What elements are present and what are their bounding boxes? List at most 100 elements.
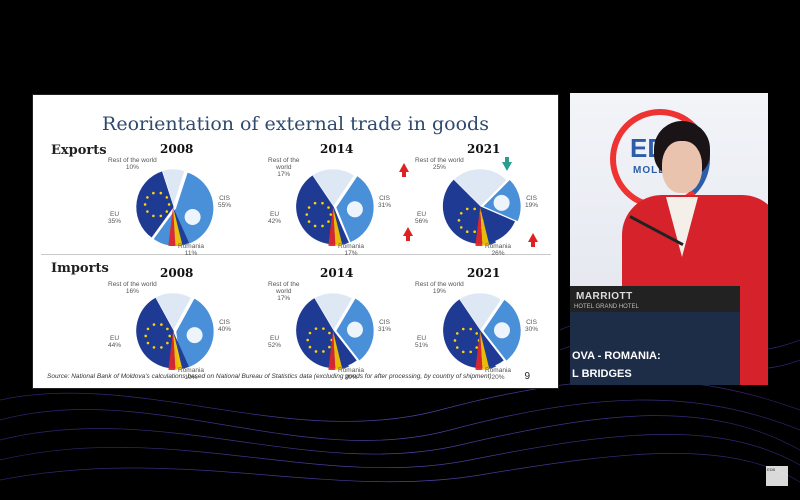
- eu-star-icon: [475, 346, 478, 349]
- pie-chart: [442, 168, 522, 246]
- romania-flag-segment: [173, 331, 189, 369]
- increase-arrow-icon: [399, 163, 409, 177]
- exports-row-label: Exports: [51, 143, 107, 158]
- pie-slice-eu: [135, 170, 175, 239]
- decrease-arrow-icon: [502, 157, 512, 171]
- imports-row-label: Imports: [51, 261, 109, 276]
- romania-flag-segment: [333, 207, 349, 245]
- eu-star-icon: [159, 191, 163, 195]
- romania-flag-segment: [328, 207, 336, 246]
- pie-label-eu: EU 56%: [415, 211, 429, 225]
- pie-label-romania: Romania 20%: [338, 367, 365, 381]
- event-banner-line2: L BRIDGES: [572, 368, 632, 380]
- eu-star-icon: [146, 196, 149, 199]
- edb-logo-subtext: MOLD: [633, 165, 667, 176]
- pie-label-cis: CIS 30%: [525, 319, 539, 333]
- romania-flag-segment: [480, 207, 490, 246]
- pie-slice-rest-of-the-world: [160, 168, 186, 208]
- eu-star-icon: [455, 346, 459, 349]
- eu-star-icon: [473, 207, 476, 211]
- pie-label-romania: Romania 17%: [338, 243, 365, 257]
- pie-slice-eu: [135, 296, 180, 369]
- eu-star-icon: [322, 327, 325, 330]
- eu-star-icon: [327, 220, 330, 223]
- pie-label-eu: EU 51%: [415, 335, 429, 349]
- pie-label-eu: EU 44%: [108, 335, 122, 349]
- cis-emblem-icon: [184, 208, 201, 225]
- romania-flag-segment: [173, 331, 183, 370]
- romania-flag-segment: [168, 207, 176, 246]
- eu-star-icon: [469, 350, 472, 354]
- eu-star-icon: [459, 226, 463, 229]
- speaker-face: [662, 141, 702, 193]
- eu-star-icon: [152, 346, 156, 349]
- slide-title: Reorientation of external trade in goods: [102, 113, 489, 135]
- eu-star-icon: [461, 327, 465, 331]
- cis-emblem-icon: [186, 327, 203, 344]
- pie-label-romania: Romania 20%: [485, 367, 512, 381]
- corner-watermark-logo: EDB: [766, 466, 788, 486]
- eu-star-icon: [165, 196, 169, 199]
- increase-arrow-icon: [403, 227, 413, 241]
- event-banner-line1: OVA - ROMANIA:: [572, 350, 661, 362]
- pie-label-cis: CIS 19%: [525, 195, 539, 209]
- eu-star-icon: [473, 230, 476, 234]
- eu-star-icon: [314, 350, 318, 353]
- eu-star-icon: [321, 224, 324, 228]
- eu-star-icon: [461, 350, 465, 354]
- eu-star-icon: [465, 230, 469, 234]
- pie-label-eu: EU 35%: [108, 211, 122, 225]
- eu-star-icon: [453, 339, 457, 342]
- pie-slice-rest-of-the-world: [452, 168, 508, 208]
- romania-flag-segment: [328, 331, 336, 370]
- eu-star-icon: [327, 206, 330, 209]
- eu-star-icon: [459, 211, 463, 215]
- pie-slice-cis: [152, 171, 214, 247]
- chart-year-label: 2014: [320, 142, 354, 156]
- romania-flag-segment: [475, 207, 483, 246]
- pie-label-rest-of-world: Rest of the world 16%: [108, 281, 157, 295]
- eu-star-icon: [457, 219, 461, 222]
- pie-label-cis: CIS 55%: [218, 195, 232, 209]
- eu-star-icon: [166, 341, 169, 345]
- eu-star-icon: [144, 334, 147, 338]
- pie-chart: [135, 292, 215, 370]
- pie-label-eu: EU 42%: [268, 211, 282, 225]
- podium-brand-sub: HOTEL GRAND HOTEL: [574, 304, 639, 310]
- eu-star-icon: [328, 345, 331, 349]
- eu-star-icon: [308, 345, 312, 349]
- pie-label-romania: Romania 11%: [178, 243, 205, 257]
- eu-star-icon: [152, 214, 155, 218]
- speaker-video-feed: EDB MOLD MARRIOTT HOTEL GRAND HOTEL OVA …: [570, 93, 768, 385]
- eu-star-icon: [322, 350, 325, 353]
- eu-star-icon: [328, 331, 331, 335]
- pie-label-rest-of-world: Rest of the world 17%: [268, 281, 300, 302]
- eu-star-icon: [146, 327, 150, 331]
- chart-year-label: 2021: [467, 142, 501, 156]
- eu-star-icon: [465, 207, 469, 211]
- romania-flag-segment: [333, 331, 349, 369]
- podium-top: [570, 286, 740, 312]
- pie-label-cis: CIS 31%: [378, 319, 392, 333]
- romania-flag-segment: [475, 331, 483, 370]
- eu-star-icon: [475, 332, 478, 335]
- eu-star-icon: [143, 203, 147, 206]
- pie-label-rest-of-world: Rest of the world 10%: [108, 157, 157, 171]
- pie-label-rest-of-world: Rest of the world 25%: [415, 157, 464, 171]
- eu-star-icon: [305, 213, 309, 216]
- eu-star-icon: [307, 220, 311, 223]
- eu-star-icon: [152, 323, 156, 326]
- cis-emblem-icon: [493, 194, 510, 211]
- source-note: Source: National Bank of Moldova's calcu…: [47, 373, 492, 380]
- eu-star-icon: [146, 210, 149, 213]
- cis-emblem-icon: [346, 201, 363, 218]
- romania-flag-segment: [480, 207, 496, 245]
- presentation-slide: Reorientation of external trade in goods…: [33, 95, 558, 388]
- romania-flag-segment: [480, 331, 490, 370]
- pie-chart: [135, 168, 214, 247]
- eu-star-icon: [168, 334, 171, 338]
- pie-label-cis: CIS 31%: [378, 195, 392, 209]
- chart-year-label: 2008: [160, 142, 194, 156]
- pie-label-romania: Romania 10%: [178, 367, 205, 381]
- eu-star-icon: [152, 191, 155, 195]
